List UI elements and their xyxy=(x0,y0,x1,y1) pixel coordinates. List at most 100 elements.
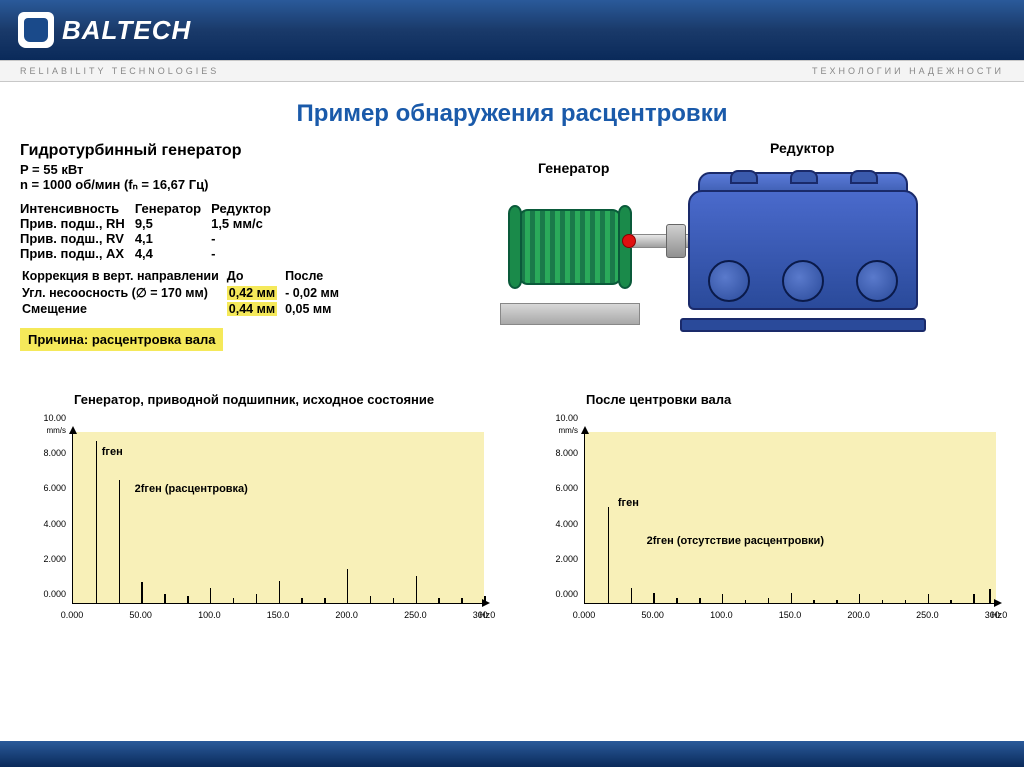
spectrum-peak xyxy=(210,588,212,603)
y-tick: 6.000 xyxy=(555,483,578,493)
x-unit-label: Hz xyxy=(479,610,490,620)
tagline-left: RELIABILITY TECHNOLOGIES xyxy=(20,66,219,76)
spectrum-peak xyxy=(859,594,861,603)
y-tick: 0.000 xyxy=(555,589,578,599)
header-bar: BALTECH xyxy=(0,0,1024,60)
correction-table: Коррекция в верт. направлении До После У… xyxy=(20,267,347,318)
spec-power: P = 55 кВт xyxy=(20,162,440,177)
spectrum-peak xyxy=(699,598,701,603)
generator-label: Генератор xyxy=(538,160,609,176)
corr-hdr-0: Коррекция в верт. направлении xyxy=(22,269,225,283)
x-unit-label: Hz xyxy=(991,610,1002,620)
spectrum-peak xyxy=(279,581,281,603)
page-title: Пример обнаружения расцентровки xyxy=(0,100,1024,128)
y-tick: 8.000 xyxy=(555,448,578,458)
x-tick: 100.0 xyxy=(710,610,733,620)
chart-annotation: 2fген (отсутствие расцентровки) xyxy=(647,535,824,547)
y-tick: 8.000 xyxy=(43,448,66,458)
corr-hdr-2: После xyxy=(285,269,345,283)
machinery-diagram: Генератор Редуктор xyxy=(460,142,920,362)
brand-name: BALTECH xyxy=(62,15,191,46)
intensity-r1c2: - xyxy=(211,231,281,246)
spectrum-peak xyxy=(119,480,121,603)
intensity-r1c0: Прив. подш., RV xyxy=(20,231,135,246)
intensity-r0c2: 1,5 мм/с xyxy=(211,216,281,231)
footer-bar xyxy=(0,741,1024,767)
x-tick: 100.0 xyxy=(198,610,221,620)
spectrum-peak xyxy=(722,594,724,603)
y-tick: 4.000 xyxy=(555,519,578,529)
chart-right-title: После центровки вала xyxy=(586,392,1004,424)
spec-speed: n = 1000 об/мин (fₙ = 16,67 Гц) xyxy=(20,177,440,193)
corr-r0c1: 0,42 мм xyxy=(227,286,277,300)
corr-r1c1: 0,44 мм xyxy=(227,302,277,316)
tagline-bar: RELIABILITY TECHNOLOGIES ТЕХНОЛОГИИ НАДЕ… xyxy=(0,60,1024,82)
x-tick: 50.00 xyxy=(129,610,152,620)
intensity-table: Интенсивность Генератор Редуктор Прив. п… xyxy=(20,201,281,261)
sensor-left-icon xyxy=(622,234,636,248)
spectrum-peak xyxy=(973,594,975,603)
coupling-icon xyxy=(666,224,686,258)
x-tick: 250.0 xyxy=(404,610,427,620)
chart-annotation: 2fген (расцентровка) xyxy=(135,483,248,495)
logo-shield-icon xyxy=(18,12,54,48)
y-tick: 10.00 xyxy=(43,413,66,423)
corr-r0c2: - 0,02 мм xyxy=(285,285,345,300)
spectrum-peak xyxy=(676,598,678,603)
spectrum-peak xyxy=(653,593,655,603)
spectrum-peak xyxy=(324,598,326,603)
y-unit-label: mm/s xyxy=(558,426,578,435)
spectrum-peak xyxy=(631,588,633,603)
y-tick: 0.000 xyxy=(43,589,66,599)
reducer-icon xyxy=(688,166,918,326)
spectrum-peak xyxy=(393,598,395,603)
spectrum-peak xyxy=(164,594,166,603)
intensity-r1c1: 4,1 xyxy=(135,231,211,246)
spectrum-peak xyxy=(745,600,747,603)
generator-icon xyxy=(510,197,630,297)
spectrum-peak xyxy=(416,576,418,603)
chart-left-title: Генератор, приводной подшипник, исходное… xyxy=(74,392,492,424)
spectrum-peak xyxy=(347,569,349,603)
spectrum-peak xyxy=(301,598,303,603)
spectrum-peak xyxy=(187,596,189,603)
spectrum-peak xyxy=(950,600,952,603)
x-tick: 150.0 xyxy=(267,610,290,620)
spectrum-peak xyxy=(96,441,98,603)
spectrum-peak xyxy=(813,600,815,603)
intensity-r0c1: 9,5 xyxy=(135,216,211,231)
spectrum-chart-right: 0.0002.0004.0006.0008.00010.00mm/s fген2… xyxy=(532,428,1004,628)
y-tick: 6.000 xyxy=(43,483,66,493)
spectrum-peak xyxy=(438,598,440,603)
intensity-r2c0: Прив. подш., AX xyxy=(20,246,135,261)
intensity-r0c0: Прив. подш., RH xyxy=(20,216,135,231)
y-tick: 2.000 xyxy=(43,554,66,564)
spectrum-peak xyxy=(370,596,372,603)
chart-annotation: fген xyxy=(102,446,123,458)
spectrum-peak xyxy=(836,600,838,603)
spectrum-peak xyxy=(905,600,907,603)
x-tick: 250.0 xyxy=(916,610,939,620)
x-tick: 50.00 xyxy=(641,610,664,620)
y-tick: 4.000 xyxy=(43,519,66,529)
x-tick: 0.000 xyxy=(61,610,84,620)
intensity-hdr-1: Генератор xyxy=(135,201,211,216)
x-tick: 150.0 xyxy=(779,610,802,620)
x-tick: 0.000 xyxy=(573,610,596,620)
spectrum-peak xyxy=(791,593,793,603)
spectrum-peak xyxy=(141,582,143,603)
intensity-hdr-2: Редуктор xyxy=(211,201,281,216)
intensity-r2c1: 4,4 xyxy=(135,246,211,261)
corr-r0c0: Угл. несоосность (∅ = 170 мм) xyxy=(22,285,225,300)
spectrum-peak xyxy=(989,589,991,603)
spectrum-peak xyxy=(484,596,486,603)
y-tick: 10.00 xyxy=(555,413,578,423)
spectrum-peak xyxy=(256,594,258,603)
intensity-hdr-0: Интенсивность xyxy=(20,201,135,216)
spectrum-peak xyxy=(928,594,930,603)
spectrum-peak xyxy=(233,598,235,603)
spectrum-peak xyxy=(882,600,884,603)
spectrum-peak xyxy=(608,507,610,603)
chart-annotation: fген xyxy=(618,497,639,509)
brand-logo: BALTECH xyxy=(18,12,191,48)
